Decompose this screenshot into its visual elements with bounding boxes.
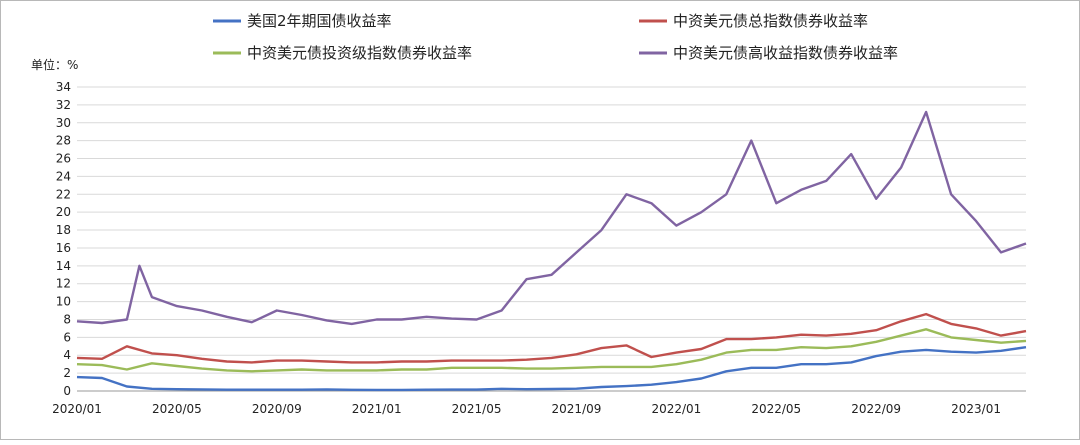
y-tick-label: 8 (63, 312, 71, 326)
x-tick-label: 2023/01 (951, 402, 1001, 416)
series-line (76, 328, 1027, 373)
y-tick-label: 26 (56, 152, 71, 166)
series-line (76, 110, 1027, 326)
x-tick-label: 2022/05 (751, 402, 801, 416)
legend-label: 中资美元债投资级指数债券收益率 (247, 44, 472, 62)
x-axis-ticks: 2020/01 2020/05 2020/09 2021/01 2021/05 2021/… (52, 402, 1001, 416)
x-tick-label: 2022/01 (651, 402, 701, 416)
y-tick-label: 0 (63, 384, 71, 398)
x-tick-label: 2020/09 (252, 402, 302, 416)
x-tick-label: 2021/05 (452, 402, 502, 416)
x-tick-label: 2021/01 (352, 402, 402, 416)
unit-label: 单位：% (31, 57, 78, 72)
y-tick-label: 22 (56, 187, 71, 201)
y-tick-label: 2 (63, 366, 71, 380)
y-tick-label: 4 (63, 348, 71, 362)
y-tick-label: 14 (56, 259, 71, 273)
x-tick-label: 2021/09 (552, 402, 602, 416)
x-tick-label: 2020/05 (152, 402, 202, 416)
legend-label: 中资美元债高收益指数债券收益率 (673, 44, 898, 62)
legend-label: 中资美元债总指数债券收益率 (673, 12, 868, 30)
y-tick-label: 10 (56, 295, 71, 309)
y-tick-label: 18 (56, 223, 71, 237)
y-tick-label: 32 (56, 98, 71, 112)
series-line (76, 312, 1027, 364)
x-tick-label: 2022/09 (851, 402, 901, 416)
x-tick-label: 2020/01 (52, 402, 102, 416)
legend-label: 美国2年期国债收益率 (247, 12, 392, 30)
y-tick-label: 6 (63, 330, 71, 344)
series-line (76, 346, 1027, 392)
gridlines (77, 86, 1026, 392)
y-tick-label: 24 (56, 169, 71, 183)
y-tick-label: 28 (56, 134, 71, 148)
y-tick-label: 16 (56, 241, 71, 255)
y-tick-label: 30 (56, 116, 71, 130)
y-tick-label: 34 (56, 80, 71, 94)
y-tick-label: 20 (56, 205, 71, 219)
series-lines (76, 110, 1027, 392)
y-tick-label: 12 (56, 277, 71, 291)
